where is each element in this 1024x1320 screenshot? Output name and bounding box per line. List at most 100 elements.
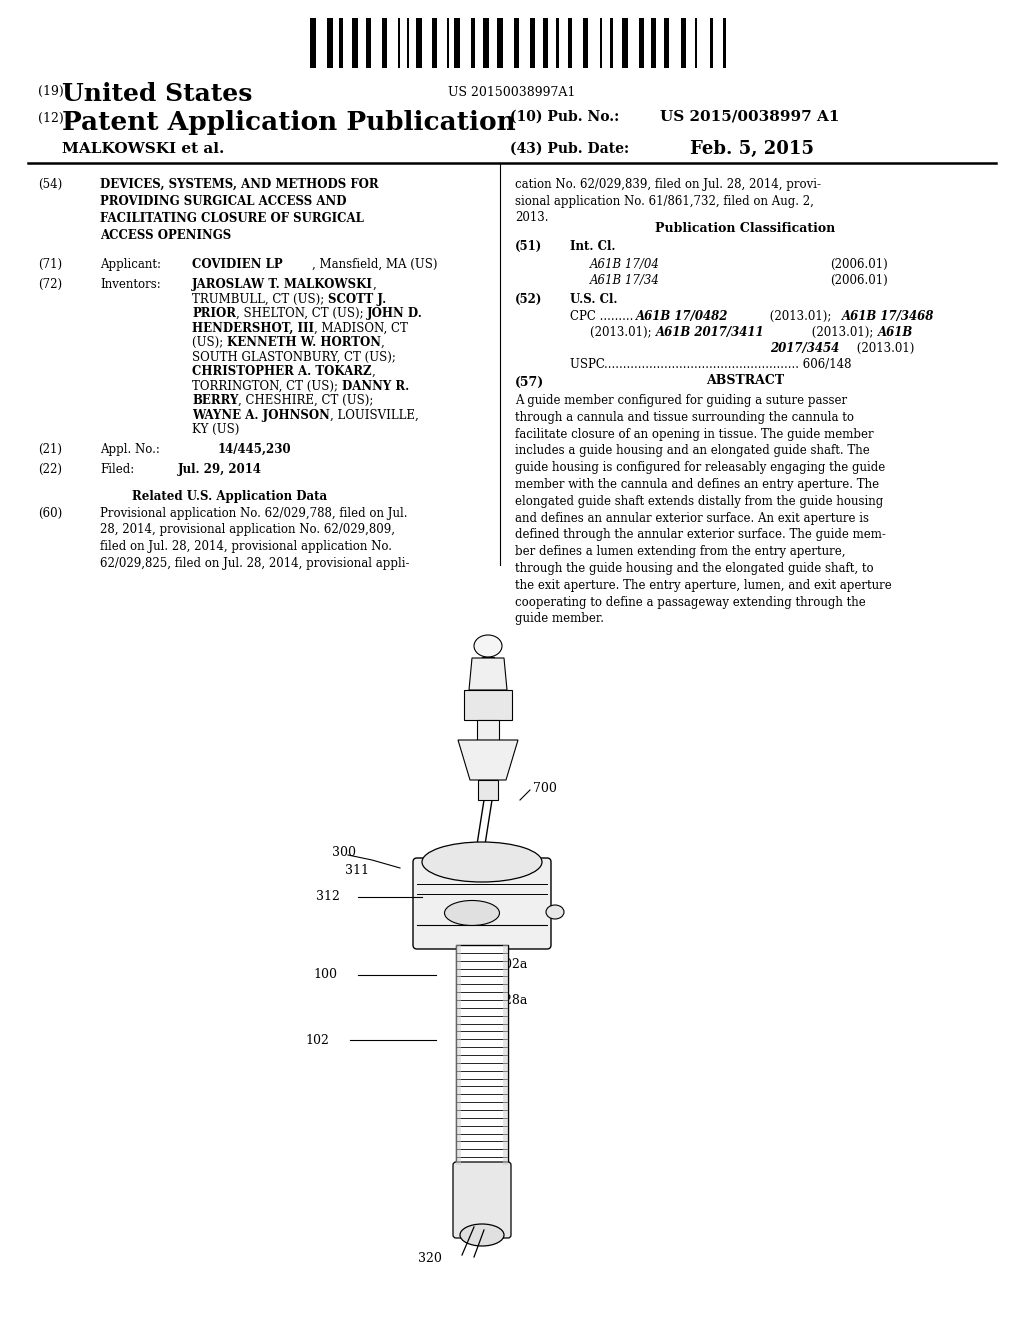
Text: (10) Pub. No.:: (10) Pub. No.: bbox=[510, 110, 620, 124]
Text: ,: , bbox=[372, 366, 375, 378]
Text: 2017/3454: 2017/3454 bbox=[770, 342, 840, 355]
Text: Publication Classification: Publication Classification bbox=[655, 222, 836, 235]
Ellipse shape bbox=[422, 842, 542, 882]
Bar bbox=[471, 18, 475, 69]
Bar bbox=[352, 18, 358, 69]
Text: (19): (19) bbox=[38, 84, 63, 98]
Ellipse shape bbox=[460, 1224, 504, 1246]
Text: , MADISON, CT: , MADISON, CT bbox=[314, 322, 408, 334]
Bar bbox=[382, 18, 387, 69]
Text: (21): (21) bbox=[38, 444, 62, 455]
Text: TRUMBULL, CT (US);: TRUMBULL, CT (US); bbox=[193, 293, 328, 305]
Text: , SHELTON, CT (US);: , SHELTON, CT (US); bbox=[236, 308, 368, 319]
Text: Appl. No.:: Appl. No.: bbox=[100, 444, 160, 455]
Text: 14/445,230: 14/445,230 bbox=[218, 444, 292, 455]
Text: cation No. 62/029,839, filed on Jul. 28, 2014, provi-
sional application No. 61/: cation No. 62/029,839, filed on Jul. 28,… bbox=[515, 178, 821, 224]
Bar bbox=[483, 18, 489, 69]
Text: US 2015/0038997 A1: US 2015/0038997 A1 bbox=[660, 110, 840, 124]
Text: 102b: 102b bbox=[496, 906, 528, 919]
Text: A61B 17/04: A61B 17/04 bbox=[590, 257, 659, 271]
Text: Provisional application No. 62/029,788, filed on Jul.
28, 2014, provisional appl: Provisional application No. 62/029,788, … bbox=[100, 507, 410, 569]
Text: 700: 700 bbox=[534, 781, 557, 795]
Text: (US);: (US); bbox=[193, 337, 227, 348]
Text: , LOUISVILLE,: , LOUISVILLE, bbox=[330, 408, 419, 421]
Text: A61B 17/0482: A61B 17/0482 bbox=[636, 310, 728, 323]
Polygon shape bbox=[456, 945, 461, 1166]
Text: HENDERSHOT, III: HENDERSHOT, III bbox=[193, 322, 314, 334]
Text: KY (US): KY (US) bbox=[193, 422, 240, 436]
Text: A61B 17/34: A61B 17/34 bbox=[590, 275, 659, 286]
Text: ,: , bbox=[373, 279, 377, 290]
Text: (2013.01): (2013.01) bbox=[853, 342, 914, 355]
Text: (54): (54) bbox=[38, 178, 62, 191]
Bar bbox=[610, 18, 613, 69]
Text: SCOTT J.: SCOTT J. bbox=[328, 293, 386, 305]
Text: (2006.01): (2006.01) bbox=[830, 257, 888, 271]
Text: 100: 100 bbox=[313, 969, 337, 982]
Text: (43) Pub. Date:: (43) Pub. Date: bbox=[510, 143, 629, 156]
Bar bbox=[723, 18, 726, 69]
Ellipse shape bbox=[474, 635, 502, 657]
Text: CPC .........: CPC ......... bbox=[570, 310, 637, 323]
Text: (2006.01): (2006.01) bbox=[830, 275, 888, 286]
Text: TORRINGTON, CT (US);: TORRINGTON, CT (US); bbox=[193, 380, 342, 392]
Text: Patent Application Publication: Patent Application Publication bbox=[62, 110, 516, 135]
Bar bbox=[583, 18, 588, 69]
Text: MALKOWSKI et al.: MALKOWSKI et al. bbox=[62, 143, 224, 156]
Bar bbox=[710, 18, 713, 69]
Polygon shape bbox=[458, 741, 518, 780]
Text: ABSTRACT: ABSTRACT bbox=[706, 374, 784, 387]
Bar bbox=[514, 18, 519, 69]
Text: 320: 320 bbox=[418, 1251, 442, 1265]
Bar bbox=[651, 18, 656, 69]
Polygon shape bbox=[469, 657, 507, 690]
Text: Feb. 5, 2015: Feb. 5, 2015 bbox=[690, 140, 814, 158]
Text: , CHESHIRE, CT (US);: , CHESHIRE, CT (US); bbox=[239, 393, 374, 407]
Text: JOHN D.: JOHN D. bbox=[368, 308, 423, 319]
Bar bbox=[454, 18, 460, 69]
Text: A61B 17/3468: A61B 17/3468 bbox=[842, 310, 934, 323]
Text: CHRISTOPHER A. TOKARZ: CHRISTOPHER A. TOKARZ bbox=[193, 366, 372, 378]
Text: 300: 300 bbox=[332, 846, 356, 858]
Bar bbox=[447, 18, 449, 69]
Bar bbox=[695, 18, 697, 69]
Text: United States: United States bbox=[62, 82, 252, 106]
Text: 106: 106 bbox=[480, 975, 504, 989]
Text: .................................................... 606/148: ........................................… bbox=[604, 358, 852, 371]
Text: COVIDIEN LP: COVIDIEN LP bbox=[193, 257, 283, 271]
Polygon shape bbox=[503, 945, 508, 1166]
Text: PRIOR: PRIOR bbox=[193, 308, 236, 319]
Ellipse shape bbox=[546, 906, 564, 919]
Text: (51): (51) bbox=[515, 240, 543, 253]
Ellipse shape bbox=[444, 900, 500, 925]
FancyBboxPatch shape bbox=[413, 858, 551, 949]
Bar bbox=[568, 18, 572, 69]
Bar bbox=[366, 18, 371, 69]
Text: 328a: 328a bbox=[496, 994, 527, 1006]
Bar bbox=[543, 18, 548, 69]
Text: (57): (57) bbox=[515, 376, 544, 389]
Text: (2013.01);: (2013.01); bbox=[808, 326, 878, 339]
Polygon shape bbox=[464, 690, 512, 719]
Bar bbox=[600, 18, 602, 69]
Text: (71): (71) bbox=[38, 257, 62, 271]
Text: (22): (22) bbox=[38, 463, 62, 477]
FancyBboxPatch shape bbox=[453, 1162, 511, 1238]
Text: BERRY: BERRY bbox=[193, 393, 239, 407]
Polygon shape bbox=[478, 780, 498, 800]
Text: ,: , bbox=[381, 337, 385, 348]
Text: WAYNE A. JOHNSON: WAYNE A. JOHNSON bbox=[193, 408, 330, 421]
Text: JAROSLAW T. MALKOWSKI: JAROSLAW T. MALKOWSKI bbox=[193, 279, 373, 290]
Text: (60): (60) bbox=[38, 507, 62, 520]
Text: (12): (12) bbox=[38, 112, 63, 125]
Bar bbox=[310, 18, 316, 69]
Bar bbox=[497, 18, 503, 69]
Text: Applicant:: Applicant: bbox=[100, 257, 161, 271]
Bar bbox=[664, 18, 669, 69]
Text: US 20150038997A1: US 20150038997A1 bbox=[449, 86, 575, 99]
Text: USPC: USPC bbox=[570, 358, 608, 371]
Bar bbox=[530, 18, 535, 69]
Text: 312: 312 bbox=[316, 891, 340, 903]
Bar bbox=[556, 18, 559, 69]
Text: (52): (52) bbox=[515, 293, 543, 306]
